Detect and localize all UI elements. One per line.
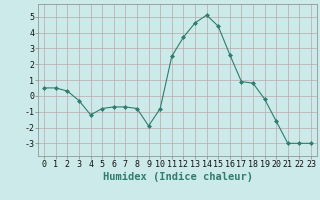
X-axis label: Humidex (Indice chaleur): Humidex (Indice chaleur) — [103, 172, 252, 182]
